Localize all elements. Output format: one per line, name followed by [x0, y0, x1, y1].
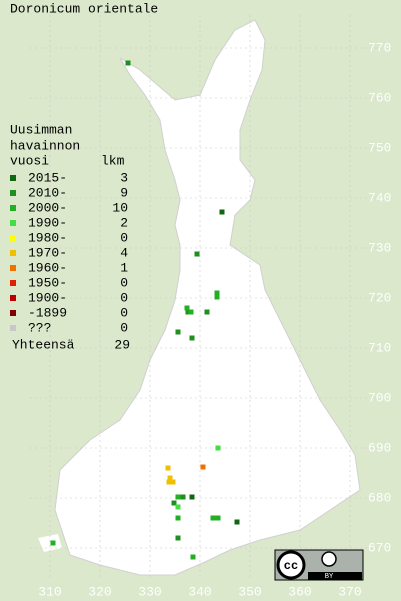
legend-count: 9	[120, 185, 128, 200]
x-tick-label: 350	[238, 584, 261, 599]
legend-total-label: Yhteensä	[12, 337, 75, 352]
x-tick-label: 320	[88, 584, 111, 599]
legend-count: 3	[120, 170, 128, 185]
observation	[125, 60, 131, 66]
grid	[30, 15, 395, 580]
observation	[214, 290, 220, 296]
observation	[194, 251, 200, 257]
observation	[234, 519, 240, 525]
observation	[190, 554, 196, 560]
legend-label: 2000-	[28, 200, 67, 215]
observation	[215, 515, 221, 521]
x-tick-label: 310	[38, 584, 61, 599]
legend-swatch	[10, 325, 16, 331]
legend-count: 0	[120, 320, 128, 335]
legend-swatch	[10, 280, 16, 286]
legend-swatch	[10, 175, 16, 181]
by-text: BY	[325, 573, 334, 581]
observation	[167, 475, 173, 481]
legend-count: 2	[120, 215, 128, 230]
legend-swatch	[10, 235, 16, 241]
observation	[165, 465, 171, 471]
legend-label: -1899	[28, 305, 67, 320]
title: Doronicum orientale	[10, 1, 158, 16]
legend-count: 1	[120, 260, 128, 275]
y-tick-label: 740	[368, 190, 391, 205]
license-badge: cc BY	[274, 549, 364, 581]
by-icon	[321, 551, 337, 567]
y-tick-label: 750	[368, 140, 391, 155]
observation	[170, 479, 176, 485]
legend-swatch	[10, 250, 16, 256]
legend-count-header: lkm	[101, 153, 125, 168]
observation	[210, 515, 216, 521]
legend-swatch	[10, 190, 16, 196]
y-tick-label: 690	[368, 440, 391, 455]
y-tick-label: 710	[368, 340, 391, 355]
observation	[185, 309, 191, 315]
observation	[214, 294, 220, 300]
observations	[50, 60, 240, 560]
y-tick-label: 720	[368, 290, 391, 305]
legend-label: 1990-	[28, 215, 67, 230]
observation	[171, 500, 177, 506]
observation	[180, 494, 186, 500]
observation	[175, 329, 181, 335]
legend-header: Uusimman	[10, 122, 72, 137]
y-tick-label: 670	[368, 540, 391, 555]
observation	[175, 535, 181, 541]
observation	[200, 464, 206, 470]
legend-label: 1900-	[28, 290, 67, 305]
observation	[215, 445, 221, 451]
legend-label: 2010-	[28, 185, 67, 200]
observation	[184, 305, 190, 311]
observation	[204, 309, 210, 315]
legend-label: 1970-	[28, 245, 67, 260]
legend-label: 2015-	[28, 170, 67, 185]
badge-strip	[308, 572, 362, 580]
legend-total: 29	[114, 337, 130, 352]
aland-islands	[38, 534, 62, 552]
legend-label: ???	[28, 320, 51, 335]
legend-label: 1960-	[28, 260, 67, 275]
legend-count: 10	[112, 200, 128, 215]
observation	[175, 494, 181, 500]
y-tick-label: 770	[368, 40, 391, 55]
observation	[219, 209, 225, 215]
y-tick-label: 680	[368, 490, 391, 505]
legend-count: 0	[120, 275, 128, 290]
legend-swatch	[10, 205, 16, 211]
legend-count: 0	[120, 230, 128, 245]
legend-label: 1980-	[28, 230, 67, 245]
y-tick-label: 700	[368, 390, 391, 405]
legend-swatch	[10, 295, 16, 301]
x-tick-label: 360	[288, 584, 311, 599]
observation	[166, 479, 172, 485]
observation	[189, 335, 195, 341]
observation	[50, 540, 56, 546]
observation	[175, 515, 181, 521]
x-tick-label: 340	[188, 584, 211, 599]
observation	[189, 494, 195, 500]
observation	[188, 309, 194, 315]
legend-label: 1950-	[28, 275, 67, 290]
cc-icon	[276, 550, 306, 580]
y-tick-label: 730	[368, 240, 391, 255]
legend-header: havainnon	[10, 138, 80, 153]
legend-swatch	[10, 265, 16, 271]
observation	[175, 504, 181, 510]
legend-count: 4	[120, 245, 128, 260]
legend-swatch	[10, 310, 16, 316]
cc-text: cc	[284, 559, 298, 573]
legend-count: 0	[120, 290, 128, 305]
legend: Uusimman havainnon vuosi lkm Yhteensä 29…	[10, 122, 130, 352]
legend-header: vuosi	[10, 153, 49, 168]
y-tick-label: 760	[368, 90, 391, 105]
x-tick-label: 330	[138, 584, 161, 599]
x-tick-label: 370	[338, 584, 361, 599]
legend-count: 0	[120, 305, 128, 320]
legend-swatch	[10, 220, 16, 226]
